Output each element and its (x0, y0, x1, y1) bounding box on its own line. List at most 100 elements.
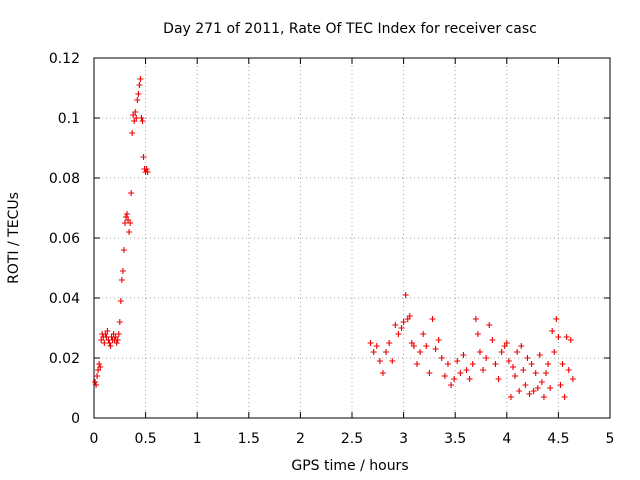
data-point (512, 373, 519, 379)
data-point (438, 355, 445, 361)
data-point (429, 316, 436, 322)
data-point (426, 370, 433, 376)
x-tick-label: 0 (90, 431, 99, 447)
chart-title: Day 271 of 2011, Rate Of TEC Index for r… (163, 21, 537, 37)
data-point (406, 313, 413, 319)
data-point (423, 343, 430, 349)
data-point (136, 82, 143, 88)
data-point (128, 190, 135, 196)
data-point (114, 337, 121, 343)
data-point (129, 130, 136, 136)
data-point (463, 367, 470, 373)
y-tick-label: 0.08 (49, 171, 80, 187)
data-point (518, 343, 525, 349)
data-point (107, 343, 114, 349)
data-point (522, 382, 529, 388)
data-point (557, 382, 564, 388)
data-point (367, 340, 374, 346)
data-point (115, 331, 122, 337)
x-tick-label: 5 (606, 431, 615, 447)
data-point (92, 379, 99, 385)
data-point (383, 349, 390, 355)
data-point (505, 358, 512, 364)
data-point (549, 328, 556, 334)
y-tick-label: 0.1 (58, 111, 80, 127)
data-point (486, 322, 493, 328)
data-point (420, 331, 427, 337)
data-point (373, 343, 380, 349)
data-point (503, 340, 510, 346)
data-point (498, 349, 505, 355)
data-point (124, 211, 131, 217)
data-point (441, 373, 448, 379)
x-tick-label: 3.5 (444, 431, 466, 447)
data-point (466, 376, 473, 382)
data-point (474, 331, 481, 337)
data-point (520, 367, 527, 373)
data-point (540, 394, 547, 400)
data-point (379, 370, 386, 376)
data-point (454, 358, 461, 364)
data-point (417, 349, 424, 355)
data-point (492, 361, 499, 367)
data-point (524, 355, 531, 361)
x-tick-label: 4.5 (547, 431, 569, 447)
data-point (389, 358, 396, 364)
data-point (534, 385, 541, 391)
data-point (410, 343, 417, 349)
data-point (543, 370, 550, 376)
data-point (507, 394, 514, 400)
data-point (376, 358, 383, 364)
data-point (113, 340, 120, 346)
data-point (514, 349, 521, 355)
data-point (121, 220, 128, 226)
y-tick-label: 0.06 (49, 231, 80, 247)
y-tick-label: 0 (71, 411, 80, 427)
data-point (138, 115, 145, 121)
y-tick-label: 0.04 (49, 291, 80, 307)
x-tick-label: 3 (399, 431, 408, 447)
data-point (469, 361, 476, 367)
data-point (133, 115, 140, 121)
data-points (92, 76, 576, 400)
data-point (144, 169, 151, 175)
data-point (472, 316, 479, 322)
data-point (460, 352, 467, 358)
data-point (555, 334, 562, 340)
y-axis-label: ROTI / TECUs (6, 192, 22, 284)
x-tick-label: 4 (502, 431, 511, 447)
data-point (551, 349, 558, 355)
data-point (530, 388, 537, 394)
data-point (444, 361, 451, 367)
data-point (516, 388, 523, 394)
data-point (135, 91, 142, 97)
data-point (414, 361, 421, 367)
data-point (134, 97, 141, 103)
data-point (137, 76, 144, 82)
data-point (448, 382, 455, 388)
data-point (559, 361, 566, 367)
data-point (117, 298, 124, 304)
data-point (126, 229, 133, 235)
y-tick-label: 0.12 (49, 51, 80, 67)
data-point (567, 337, 574, 343)
x-axis-label: GPS time / hours (291, 458, 408, 474)
x-tick-label: 2 (296, 431, 305, 447)
data-point (480, 367, 487, 373)
data-point (101, 340, 108, 346)
data-point (435, 337, 442, 343)
data-point (561, 394, 568, 400)
data-point (139, 118, 146, 124)
data-point (116, 319, 123, 325)
data-point (140, 154, 147, 160)
data-point (398, 325, 405, 331)
grid (94, 58, 610, 418)
plot-frame (93, 57, 611, 419)
data-point (489, 337, 496, 343)
data-point (432, 346, 439, 352)
y-tick-label: 0.02 (49, 351, 80, 367)
data-point (451, 376, 458, 382)
x-tick-label: 1 (193, 431, 202, 447)
data-point (526, 391, 533, 397)
